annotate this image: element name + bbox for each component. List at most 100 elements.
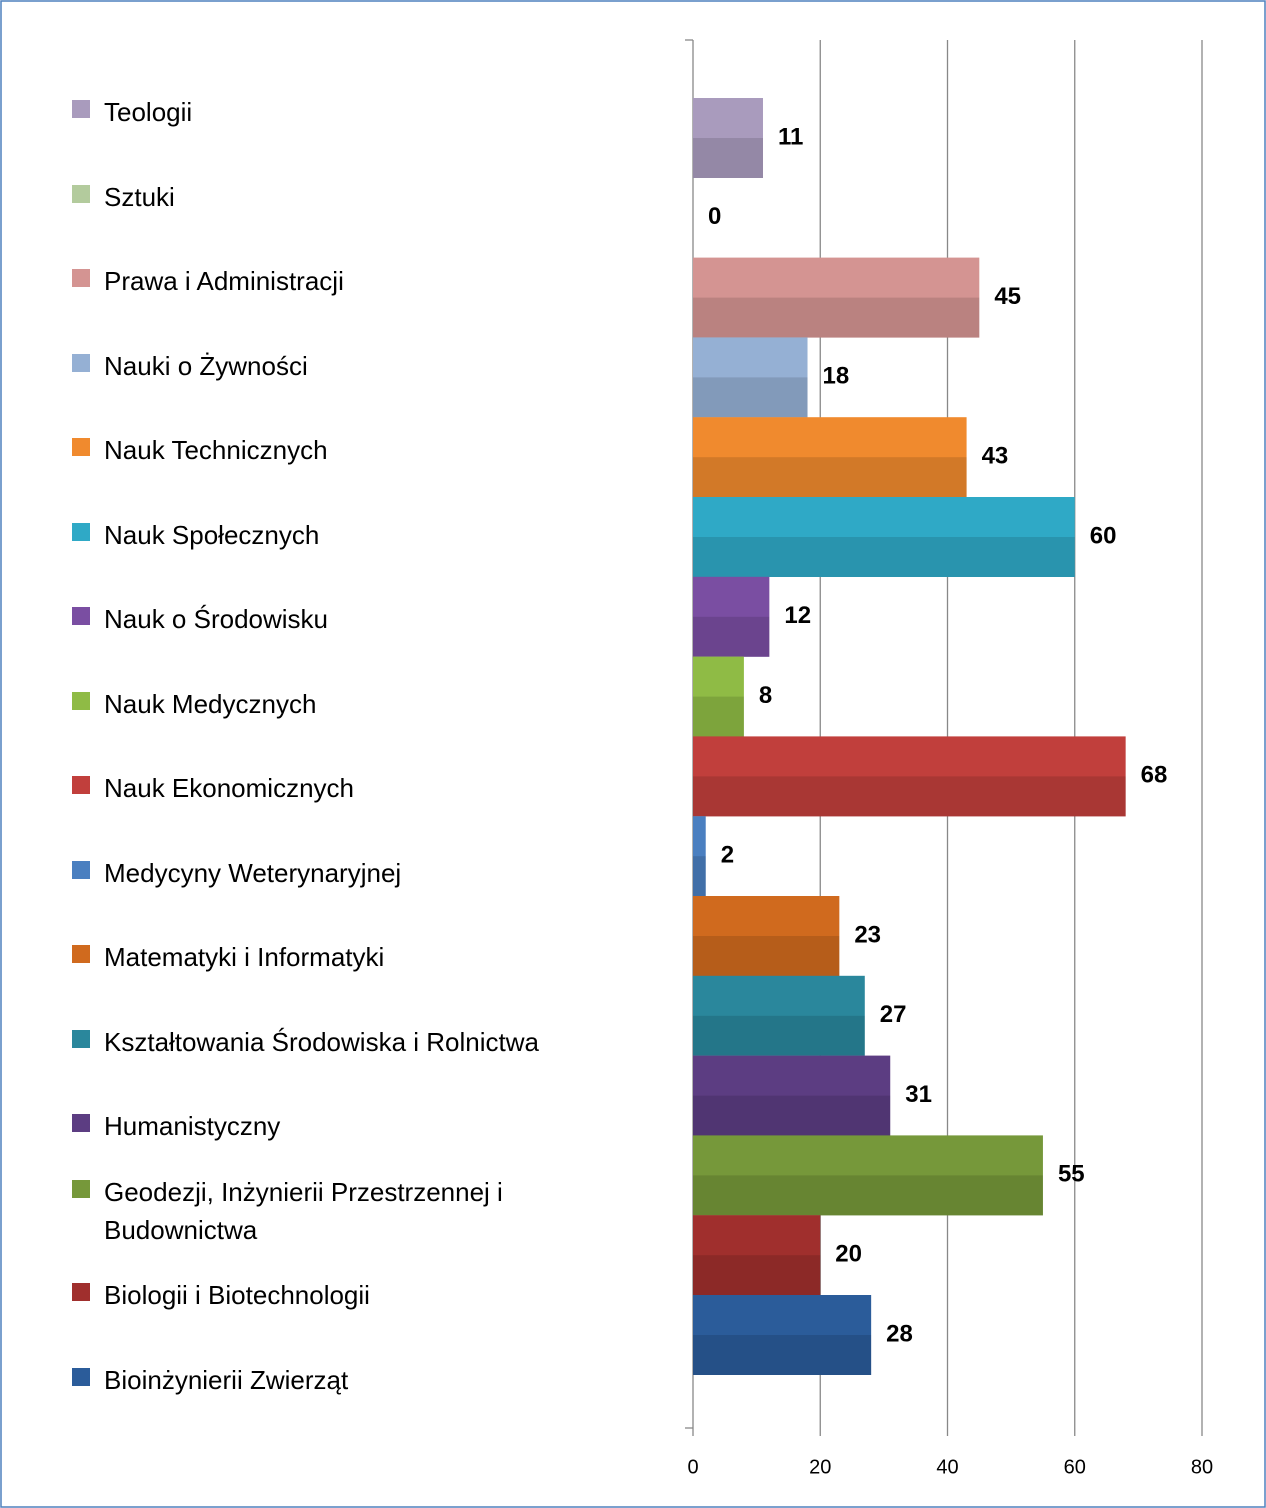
- x-tick-label: 0: [687, 1456, 698, 1478]
- legend-swatch: [72, 1029, 90, 1048]
- legend-swatch: [72, 607, 90, 625]
- legend-swatch: [72, 945, 90, 963]
- legend-swatch: [72, 1114, 90, 1132]
- bar: [693, 896, 840, 976]
- bar-shade: [693, 856, 706, 897]
- bar: [693, 576, 770, 657]
- legend-swatch: [72, 1283, 90, 1301]
- bar: [693, 816, 706, 897]
- value-label: 60: [1090, 522, 1117, 549]
- bar: [693, 1215, 821, 1296]
- legend-label: Teologii: [104, 97, 193, 127]
- legend-label: Nauk Medycznych: [104, 688, 317, 719]
- bar-shade: [693, 1175, 1043, 1216]
- legend-label: Kształtowania Środowiska i Rolnictwa: [104, 1026, 539, 1057]
- legend-label: Bioinżynierii Zwierząt: [104, 1364, 349, 1395]
- legend-label: Matematyki i Informatyki: [104, 942, 385, 972]
- legend-item: Matematyki i Informatyki: [72, 938, 572, 976]
- legend-item: Nauk Społecznych: [72, 516, 572, 554]
- legend-swatch: [72, 1367, 90, 1386]
- legend-label: Nauk o Środowisku: [104, 604, 328, 634]
- value-label: 20: [835, 1241, 862, 1268]
- legend-item: Nauk Technicznych: [72, 431, 572, 469]
- legend-swatch: [72, 860, 90, 879]
- bar-shade: [693, 138, 763, 178]
- legend-swatch: [72, 1179, 90, 1198]
- legend-item: Nauki o Żywności: [72, 347, 572, 385]
- bar-shade: [693, 936, 840, 976]
- legend-swatch: [72, 100, 90, 118]
- bar-shade: [693, 1015, 865, 1056]
- legend-item: Bioinżynierii Zwierząt: [72, 1361, 572, 1399]
- legend-label: Nauk Społecznych: [104, 519, 320, 550]
- legend-swatch: [72, 269, 90, 287]
- legend-item: Kształtowania Środowiska i Rolnictwa: [72, 1023, 572, 1061]
- value-label: 18: [823, 363, 850, 390]
- bar: [693, 98, 763, 178]
- bar: [693, 257, 980, 338]
- value-label: 27: [880, 1001, 907, 1028]
- bar: [693, 975, 865, 1056]
- legend-item: Nauk Ekonomicznych: [72, 769, 572, 807]
- legend-swatch: [72, 353, 90, 372]
- legend-label: Nauki o Żywności: [104, 350, 308, 381]
- value-label: 12: [784, 602, 811, 629]
- x-tick-label: 20: [809, 1456, 831, 1478]
- legend-item: Biologii i Biotechnologii: [72, 1276, 572, 1314]
- bar: [693, 417, 967, 498]
- legend-label: Biologii i Biotechnologii: [104, 1280, 370, 1310]
- legend-item: Medycyny Weterynaryjnej: [72, 854, 572, 892]
- legend-label: Medycyny Weterynaryjnej: [104, 857, 402, 888]
- legend-swatch: [72, 691, 90, 710]
- bar: [693, 1055, 891, 1136]
- bar-shade: [693, 616, 770, 657]
- bar-shade: [693, 377, 808, 418]
- value-label: 11: [778, 123, 803, 150]
- bar-shade: [693, 1335, 872, 1375]
- legend-label: Nauk Ekonomicznych: [104, 773, 354, 803]
- bar-shade: [693, 1095, 891, 1136]
- bar: [693, 1295, 872, 1375]
- legend-item: Humanistyczny: [72, 1107, 572, 1145]
- x-tick-label: 60: [1064, 1456, 1086, 1478]
- legend-item: Prawa i Administracji: [72, 262, 572, 300]
- bar-shade: [693, 457, 967, 498]
- legend-item: Geodezji, Inżynierii Przestrzennej i Bud…: [72, 1173, 572, 1249]
- legend-item: Nauk o Środowisku: [72, 600, 572, 638]
- legend-label: Humanistyczny: [104, 1111, 281, 1141]
- bar-shade: [693, 776, 1126, 817]
- bar: [693, 337, 808, 418]
- bar: [693, 497, 1075, 577]
- legend-swatch: [72, 438, 90, 456]
- legend-item: Nauk Medycznych: [72, 685, 572, 723]
- value-label: 23: [854, 921, 881, 948]
- value-label: 68: [1141, 762, 1168, 789]
- bar-shade: [693, 297, 980, 338]
- value-label: 45: [994, 283, 1021, 310]
- value-label: 31: [905, 1081, 932, 1108]
- bar-shade: [693, 696, 744, 737]
- x-tick-label: 80: [1191, 1456, 1213, 1478]
- value-label: 0: [708, 203, 721, 230]
- legend-item: Sztuki: [72, 178, 572, 216]
- legend-swatch: [72, 522, 90, 541]
- legend-label: Nauk Technicznych: [104, 435, 328, 465]
- legend-item: Teologii: [72, 93, 572, 131]
- legend-swatch: [72, 184, 90, 203]
- bar-shade: [693, 537, 1075, 577]
- legend-label: Sztuki: [104, 181, 175, 212]
- bar: [693, 656, 744, 737]
- bar-shade: [693, 1255, 821, 1296]
- bar: [693, 736, 1126, 817]
- legend-swatch: [72, 776, 90, 794]
- legend-label: Geodezji, Inżynierii Przestrzennej i Bud…: [104, 1176, 503, 1245]
- value-label: 2: [721, 842, 734, 869]
- legend-label: Prawa i Administracji: [104, 266, 344, 296]
- x-tick-label: 40: [936, 1456, 958, 1478]
- value-label: 55: [1058, 1161, 1085, 1188]
- bar: [693, 1135, 1043, 1216]
- value-label: 8: [759, 682, 772, 709]
